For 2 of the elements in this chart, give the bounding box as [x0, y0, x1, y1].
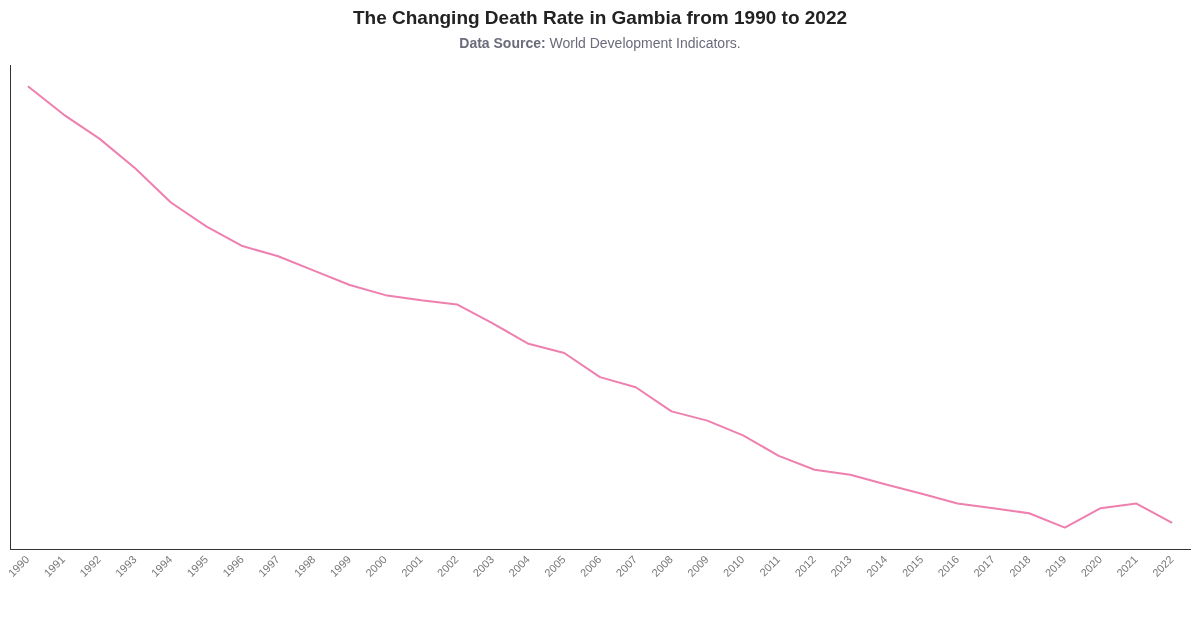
chart-subtitle: Data Source: World Development Indicators. — [459, 35, 741, 51]
chart-title: The Changing Death Rate in Gambia from 1990 to 2022 — [351, 6, 849, 30]
